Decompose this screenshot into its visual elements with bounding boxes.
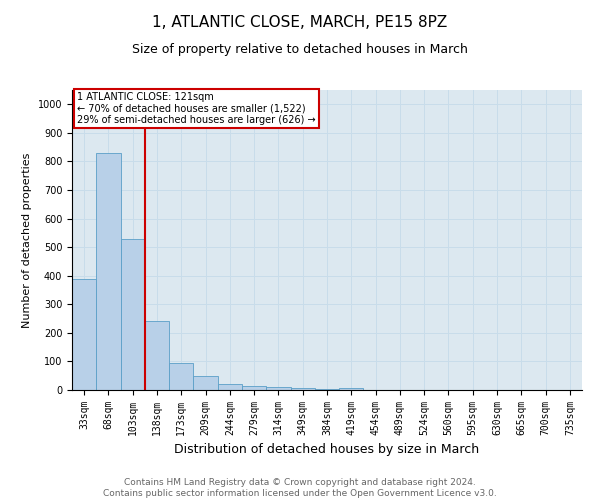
Text: 1 ATLANTIC CLOSE: 121sqm
← 70% of detached houses are smaller (1,522)
29% of sem: 1 ATLANTIC CLOSE: 121sqm ← 70% of detach… <box>77 92 316 124</box>
Bar <box>96 153 121 390</box>
Bar <box>218 384 242 390</box>
Bar <box>72 278 96 390</box>
Y-axis label: Number of detached properties: Number of detached properties <box>22 152 32 328</box>
Bar <box>169 363 193 390</box>
Bar <box>242 386 266 390</box>
Bar <box>266 386 290 390</box>
Bar <box>193 376 218 390</box>
Text: 1, ATLANTIC CLOSE, MARCH, PE15 8PZ: 1, ATLANTIC CLOSE, MARCH, PE15 8PZ <box>152 15 448 30</box>
X-axis label: Distribution of detached houses by size in March: Distribution of detached houses by size … <box>175 444 479 456</box>
Text: Contains HM Land Registry data © Crown copyright and database right 2024.
Contai: Contains HM Land Registry data © Crown c… <box>103 478 497 498</box>
Bar <box>145 322 169 390</box>
Bar <box>315 388 339 390</box>
Bar <box>121 238 145 390</box>
Text: Size of property relative to detached houses in March: Size of property relative to detached ho… <box>132 42 468 56</box>
Bar <box>339 388 364 390</box>
Bar <box>290 388 315 390</box>
